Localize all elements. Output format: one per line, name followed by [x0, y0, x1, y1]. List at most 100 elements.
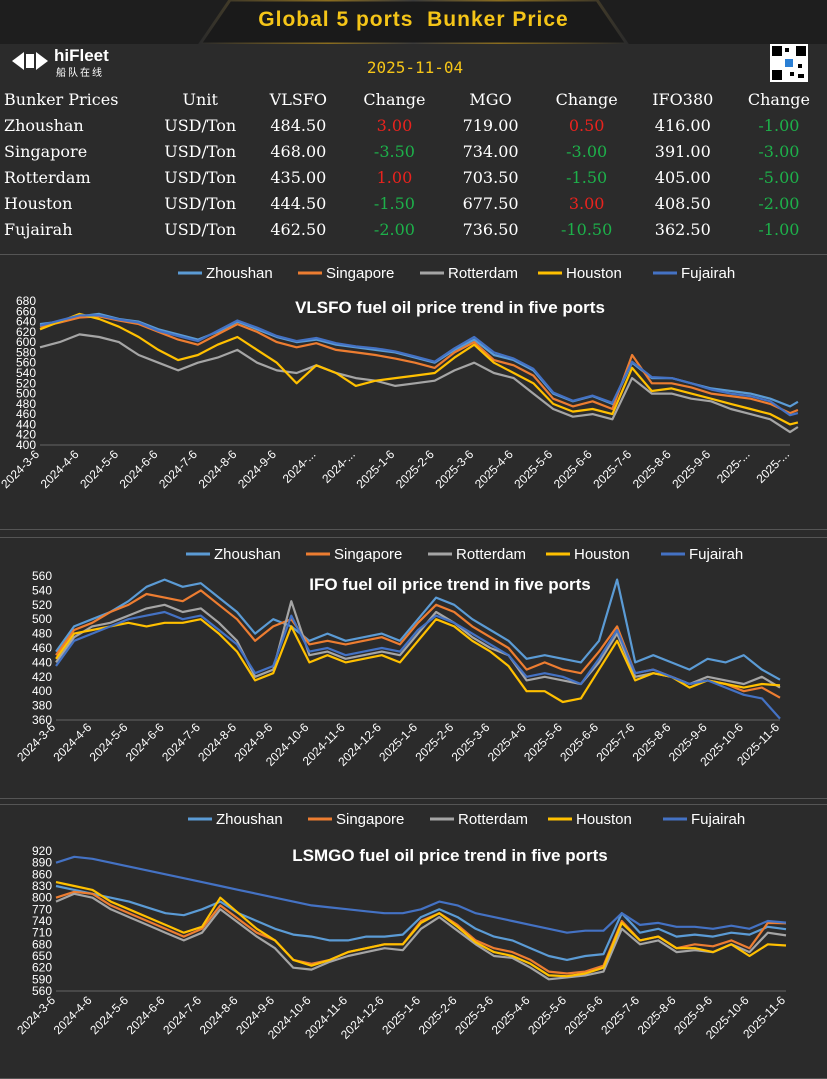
y-tick-label: 480	[32, 627, 52, 641]
x-tick-label: 2024-3-6	[0, 447, 42, 491]
cell-vlsfo-change: -3.50	[373, 141, 415, 161]
y-tick-label: 580	[16, 345, 36, 359]
y-tick-label: 400	[32, 684, 52, 698]
legend-label: Fujairah	[681, 265, 735, 282]
x-tick-label: 2025-1-6	[376, 720, 420, 764]
y-tick-label: 740	[32, 914, 52, 928]
legend-label: Rotterdam	[456, 546, 526, 563]
legend-label: Houston	[566, 265, 622, 282]
cell-port: Rotterdam	[4, 167, 91, 187]
x-tick-label: 2025-2-6	[393, 447, 437, 491]
legend-item-fujairah: Fujairah	[661, 546, 743, 563]
y-tick-label: 660	[16, 304, 36, 318]
y-tick-label: 680	[32, 937, 52, 951]
x-tick-label: 2025-7-6	[593, 720, 637, 764]
cell-vlsfo-change: -1.50	[373, 193, 415, 213]
cell-vlsfo-change: -2.00	[373, 219, 415, 239]
col-header-vlsfo: VLSFO	[269, 89, 328, 109]
y-tick-label: 620	[16, 325, 36, 339]
x-tick-label: 2025-...	[753, 447, 792, 486]
x-tick-label: 2024-4-6	[51, 993, 95, 1037]
legend-label: Singapore	[336, 811, 404, 828]
cell-vlsfo: 435.00	[270, 167, 327, 187]
cell-vlsfo-change: 1.00	[376, 167, 413, 187]
x-tick-label: 2025-1-6	[354, 447, 398, 491]
cell-vlsfo-change: 3.00	[376, 115, 413, 135]
x-tick-label: 2025-2-6	[412, 720, 456, 764]
chart-title: LSMGO fuel oil price trend in five ports	[292, 846, 607, 865]
series-line-rotterdam	[39, 333, 799, 434]
x-tick-label: 2025-1-6	[379, 993, 423, 1037]
legend-label: Zhoushan	[216, 811, 283, 828]
cell-mgo-change: -1.50	[566, 167, 608, 187]
series-line-houston	[55, 881, 787, 978]
x-tick-label: 2025-6-6	[551, 447, 595, 491]
report-date: 2025-11-04	[366, 58, 464, 77]
legend-item-rotterdam: Rotterdam	[430, 811, 528, 828]
series-line-zhoushan	[55, 578, 781, 681]
table-row: Singapore USD/Ton 468.00 -3.50 734.00 -3.00 39…	[0, 138, 827, 164]
x-tick-label: 2024-6-6	[123, 720, 167, 764]
legend-label: Singapore	[326, 265, 394, 282]
col-header-mgo: MGO	[469, 89, 512, 109]
cell-port: Houston	[4, 193, 73, 213]
legend-label: Houston	[574, 546, 630, 563]
cell-unit: USD/Ton	[164, 219, 237, 239]
y-tick-label: 380	[32, 699, 52, 713]
x-tick-label: 2025-...	[714, 447, 753, 486]
legend-item-houston: Houston	[546, 546, 630, 563]
lsmgo-chart-panel: 560 590 620 650 680 710 740 770 800 830 860 890 920 2…	[0, 804, 827, 1079]
cell-mgo: 736.50	[462, 219, 519, 239]
legend-item-houston: Houston	[548, 811, 632, 828]
header-banner: Global 5 ports Bunker Price	[0, 0, 827, 46]
x-tick-label: 2024-7-6	[160, 993, 204, 1037]
x-tick-label: 2025-7-6	[590, 447, 634, 491]
y-tick-label: 460	[32, 641, 52, 655]
vlsfo-chart-panel: 400 420 440 460 480 500 520 540 560 580 600 620 640 6…	[0, 254, 827, 530]
x-tick-label: 2024-4-6	[38, 447, 82, 491]
y-tick-label: 540	[16, 366, 36, 380]
qr-code-icon	[770, 44, 808, 82]
y-tick-label: 680	[16, 294, 36, 308]
x-tick-label: 2025-6-6	[562, 993, 606, 1037]
table-header-row: Bunker Prices Unit VLSFO Change MGO Chan…	[0, 86, 827, 112]
x-tick-label: 2025-8-6	[635, 993, 679, 1037]
y-tick-label: 620	[32, 961, 52, 975]
y-tick-label: 440	[16, 417, 36, 431]
series-line-fujairah	[55, 855, 787, 934]
y-tick-label: 520	[32, 598, 52, 612]
y-tick-label: 500	[16, 387, 36, 401]
logo-subtitle: 船队在线	[56, 68, 104, 79]
x-tick-label: 2024-5-6	[87, 720, 131, 764]
cell-ifo: 405.00	[654, 167, 711, 187]
x-tick-label: 2024-9-6	[235, 447, 279, 491]
col-header-mgo-change: Change	[555, 89, 618, 109]
cell-ifo: 416.00	[654, 115, 711, 135]
cell-mgo-change: 0.50	[568, 115, 605, 135]
ship-icon	[12, 52, 48, 70]
table-row: Houston USD/Ton 444.50 -1.50 677.50 3.00 408.5…	[0, 190, 827, 216]
y-tick-label: 590	[32, 972, 52, 986]
col-header-vlsfo-change: Change	[363, 89, 426, 109]
cell-unit: USD/Ton	[164, 141, 237, 161]
cell-vlsfo: 462.50	[270, 219, 327, 239]
cell-unit: USD/Ton	[164, 193, 237, 213]
x-tick-label: 2024-8-6	[195, 720, 239, 764]
y-tick-label: 650	[32, 949, 52, 963]
chart-title: VLSFO fuel oil price trend in five ports	[295, 298, 605, 317]
x-tick-label: 2024-7-6	[156, 447, 200, 491]
cell-unit: USD/Ton	[164, 167, 237, 187]
cell-vlsfo: 468.00	[270, 141, 327, 161]
x-tick-label: 2025-6-6	[557, 720, 601, 764]
col-header-port: Bunker Prices	[4, 89, 119, 109]
legend-item-singapore: Singapore	[308, 811, 404, 828]
x-tick-label: 2025-8-6	[630, 447, 674, 491]
x-tick-label: 2024-5-6	[77, 447, 121, 491]
x-tick-label: 2024-6-6	[117, 447, 161, 491]
y-tick-label: 360	[32, 713, 52, 727]
cell-mgo: 703.50	[462, 167, 519, 187]
x-tick-label: 2025-5-6	[525, 993, 569, 1037]
cell-mgo: 734.00	[462, 141, 519, 161]
cell-ifo: 408.50	[654, 193, 711, 213]
